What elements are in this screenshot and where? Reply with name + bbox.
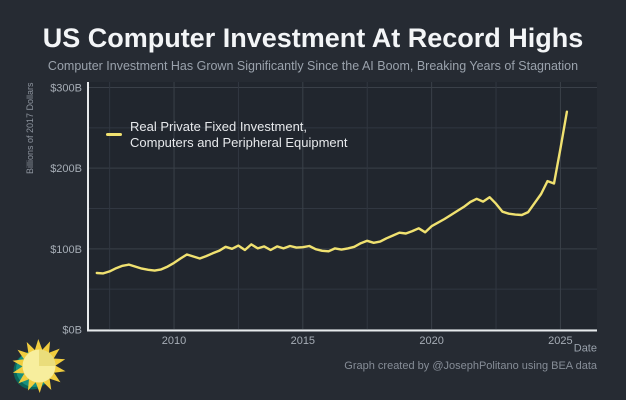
apricitas-sun-logo (12, 339, 66, 393)
y-tick-label: $0B (62, 325, 82, 337)
chart-title: US Computer Investment At Record Highs (42, 23, 584, 53)
y-tick-label: $300B (50, 83, 82, 95)
sun-wedge (39, 349, 56, 366)
y-tick-label: $200B (50, 163, 82, 175)
legend-label-line1: Real Private Fixed Investment, (130, 119, 308, 134)
x-tick-label: 2010 (162, 335, 186, 347)
chart-subtitle: Computer Investment Has Grown Significan… (47, 59, 579, 73)
legend-label: Real Private Fixed Investment, Computers… (130, 119, 348, 150)
attribution-text: Graph created by @JosephPolitano using B… (344, 360, 597, 372)
x-tick-label: 2025 (548, 335, 572, 347)
y-axis-title: Billions of 2017 Dollars (25, 82, 35, 174)
legend-label-line2: Computers and Peripheral Equipment (130, 134, 348, 150)
x-tick-label: 2015 (291, 335, 315, 347)
investment-line (95, 110, 569, 275)
legend-line-swatch (106, 132, 122, 137)
x-axis-title: Date (574, 343, 597, 355)
legend: Real Private Fixed Investment, Computers… (106, 119, 348, 150)
y-tick-label: $100B (50, 244, 82, 256)
x-tick-label: 2020 (419, 335, 443, 347)
